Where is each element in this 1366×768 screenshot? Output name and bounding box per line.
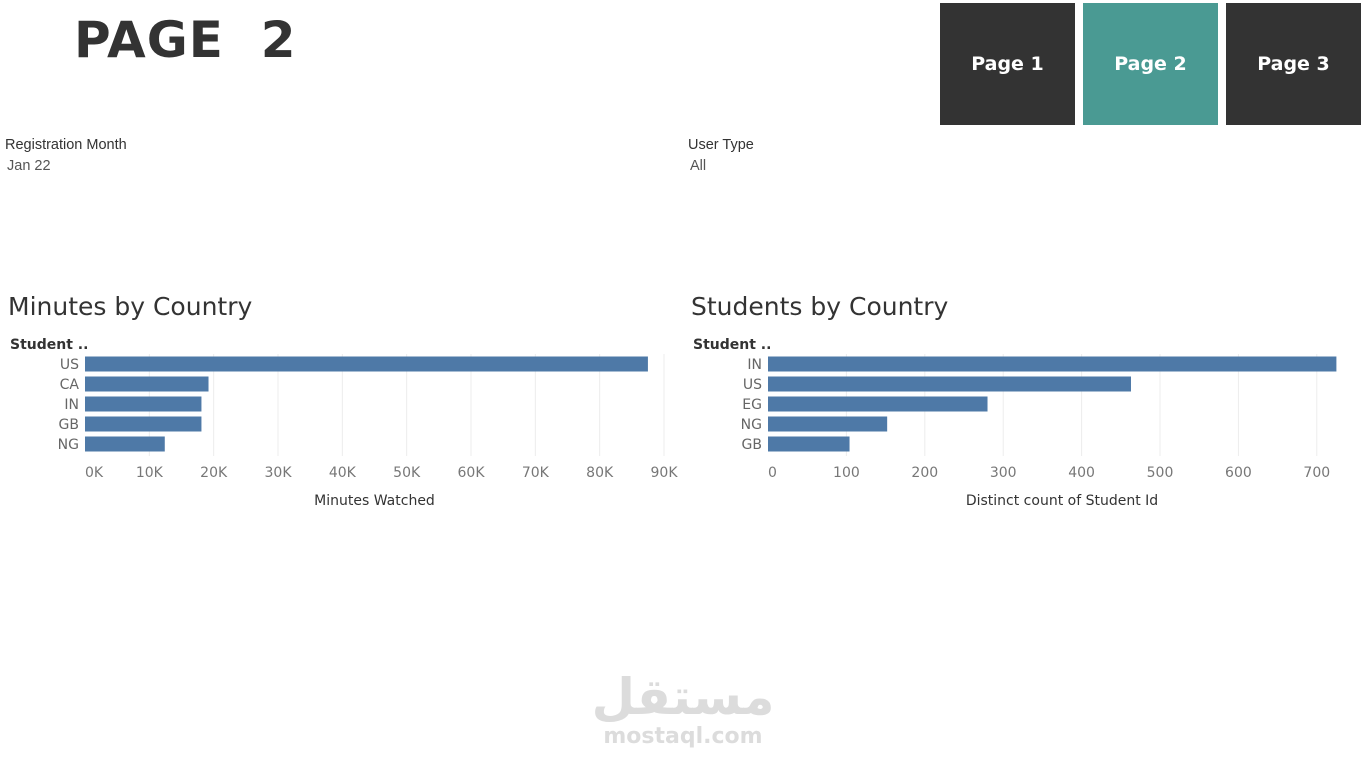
- students-chart-title: Students by Country: [691, 292, 949, 321]
- minutes-chart-tick-label: 0K: [85, 465, 104, 481]
- minutes-chart-tick-label: 40K: [329, 465, 357, 481]
- minutes-chart-category-label: US: [60, 357, 79, 373]
- students-by-country-chart: Student .. IN US EG NG GB 0 100 200 300 400 500 600 7…: [693, 337, 1337, 509]
- students-chart-tick-label: 500: [1147, 465, 1174, 481]
- minutes-chart-tick-label: 10K: [136, 465, 164, 481]
- page-title: PAGE 2: [74, 11, 297, 69]
- students-chart-tick-label: 600: [1225, 465, 1252, 481]
- minutes-chart-bar-in[interactable]: [85, 396, 202, 412]
- minutes-chart-bar-ca[interactable]: [85, 376, 209, 392]
- students-chart-bar-ng[interactable]: [768, 416, 888, 432]
- students-chart-category-label: EG: [742, 397, 762, 413]
- page-3-button[interactable]: Page 3: [1226, 3, 1361, 125]
- students-chart-category-label: IN: [747, 357, 762, 373]
- students-chart-axis-title: Distinct count of Student Id: [966, 493, 1158, 509]
- watermark-latin: mostaql.com: [603, 724, 763, 749]
- watermark: مستقل mostaql.com: [0, 668, 1366, 749]
- minutes-chart-tick-label: 50K: [393, 465, 421, 481]
- minutes-chart-axis-title: Minutes Watched: [314, 493, 435, 509]
- page-navigation: Page 1 Page 2 Page 3: [940, 3, 1361, 125]
- registration-month-label: Registration Month: [5, 137, 127, 153]
- minutes-chart-row-header: Student ..: [10, 337, 88, 353]
- minutes-by-country-chart: Student .. US CA IN GB NG 0K 10K 20K 30K 40K 50K 60K…: [10, 337, 679, 509]
- user-type-filter[interactable]: User Type All: [688, 137, 754, 174]
- page-1-button[interactable]: Page 1: [940, 3, 1075, 125]
- minutes-chart-category-label: GB: [59, 417, 79, 433]
- students-chart-bar-in[interactable]: [768, 356, 1337, 372]
- students-chart-row-header: Student ..: [693, 337, 771, 353]
- students-chart-tick-label: 200: [911, 465, 938, 481]
- students-chart-category-label: US: [743, 377, 762, 393]
- students-chart-tick-label: 300: [990, 465, 1017, 481]
- minutes-chart-tick-label: 70K: [522, 465, 550, 481]
- minutes-chart-title: Minutes by Country: [8, 292, 253, 321]
- minutes-chart-bar-us[interactable]: [85, 356, 648, 372]
- registration-month-filter[interactable]: Registration Month Jan 22: [5, 137, 127, 174]
- students-chart-tick-label: 400: [1068, 465, 1095, 481]
- minutes-chart-bar-ng[interactable]: [85, 436, 165, 452]
- page-2-button[interactable]: Page 2: [1083, 3, 1218, 125]
- students-chart-category-label: GB: [742, 437, 762, 453]
- students-chart-tick-label: 100: [833, 465, 860, 481]
- students-chart-category-label: NG: [741, 417, 762, 433]
- students-chart-tick-label: 700: [1303, 465, 1330, 481]
- user-type-label: User Type: [688, 137, 754, 153]
- minutes-chart-bar-gb[interactable]: [85, 416, 202, 432]
- minutes-chart-category-label: IN: [64, 397, 79, 413]
- user-type-value[interactable]: All: [690, 158, 707, 174]
- students-chart-bar-eg[interactable]: [768, 396, 988, 412]
- minutes-chart-tick-label: 20K: [200, 465, 228, 481]
- minutes-chart-tick-label: 60K: [458, 465, 486, 481]
- minutes-chart-tick-label: 80K: [586, 465, 614, 481]
- students-chart-bar-us[interactable]: [768, 376, 1131, 392]
- registration-month-value[interactable]: Jan 22: [7, 158, 51, 174]
- students-chart-tick-label: 0: [768, 465, 777, 481]
- minutes-chart-tick-label: 90K: [651, 465, 679, 481]
- watermark-arabic: مستقل: [591, 668, 775, 726]
- minutes-chart-category-label: CA: [60, 377, 80, 393]
- minutes-chart-category-label: NG: [58, 437, 79, 453]
- minutes-chart-tick-label: 30K: [265, 465, 293, 481]
- students-chart-bar-gb[interactable]: [768, 436, 850, 452]
